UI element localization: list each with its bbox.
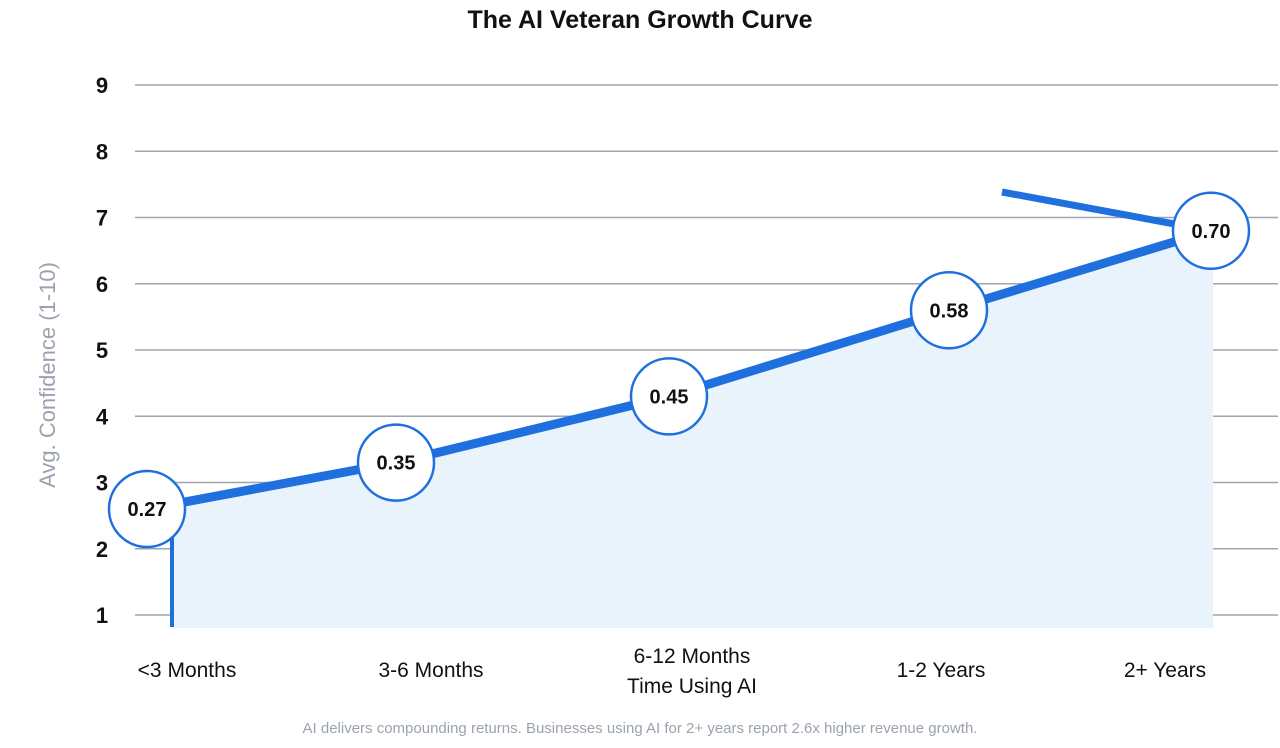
data-label: 0.45 — [650, 386, 689, 408]
y-tick-label: 2 — [96, 537, 108, 562]
y-tick-label: 8 — [96, 139, 108, 164]
data-label: 0.35 — [377, 453, 416, 475]
y-tick-label: 3 — [96, 471, 108, 496]
y-tick-label: 9 — [96, 73, 108, 98]
data-point-marker — [909, 271, 989, 350]
chart-title: The AI Veteran Growth Curve — [467, 6, 813, 34]
x-axis-label: Time Using AI — [627, 675, 757, 698]
y-tick-label: 7 — [96, 206, 108, 231]
data-label: 0.70 — [1192, 221, 1231, 243]
data-point-marker — [629, 357, 709, 436]
x-tick-label: <3 Months — [138, 659, 237, 682]
data-point-marker — [1171, 191, 1251, 270]
y-tick-label: 6 — [96, 272, 108, 297]
data-point-marker — [107, 469, 187, 549]
data-label: 0.58 — [930, 300, 969, 322]
x-tick-label: 3-6 Months — [378, 659, 483, 682]
y-tick-label: 1 — [96, 603, 108, 628]
data-label: 0.27 — [128, 499, 167, 521]
chart-caption: AI delivers compounding returns. Busines… — [302, 720, 978, 737]
data-point-marker — [356, 423, 436, 502]
x-tick-label: 1-2 Years — [897, 659, 986, 682]
area-fill — [172, 230, 1213, 628]
y-tick-label: 5 — [96, 338, 108, 363]
x-tick-label: 2+ Years — [1124, 659, 1206, 682]
y-tick-label: 4 — [96, 404, 109, 429]
x-tick-label: 6-12 Months — [634, 645, 751, 668]
